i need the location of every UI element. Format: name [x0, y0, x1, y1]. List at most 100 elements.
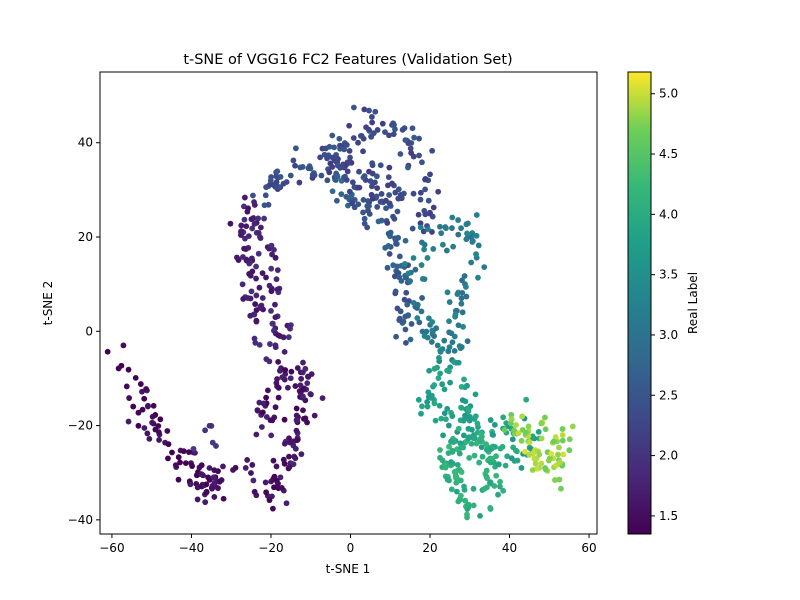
- data-point: [220, 495, 227, 502]
- data-point: [378, 190, 385, 197]
- data-point: [287, 375, 294, 382]
- data-point: [326, 143, 333, 150]
- data-point: [366, 107, 372, 114]
- data-point: [253, 263, 260, 270]
- data-point: [432, 417, 439, 424]
- data-point: [453, 479, 460, 486]
- data-point: [394, 208, 401, 215]
- data-point: [356, 168, 362, 175]
- data-point: [515, 430, 522, 437]
- data-point: [284, 384, 291, 391]
- x-axis-label: t-SNE 1: [326, 562, 371, 576]
- data-point: [457, 440, 464, 447]
- data-point: [249, 462, 256, 468]
- data-point: [379, 120, 386, 127]
- y-axis-ticks: −40 −20 0 20 40: [68, 136, 100, 527]
- data-point: [344, 168, 351, 175]
- data-point: [510, 444, 517, 451]
- data-point: [356, 184, 363, 191]
- data-point: [424, 399, 431, 405]
- data-point: [396, 274, 403, 281]
- data-point: [504, 453, 511, 460]
- data-point: [368, 191, 375, 198]
- data-point: [256, 284, 263, 291]
- data-point: [297, 164, 304, 171]
- data-point: [338, 191, 345, 198]
- data-point: [421, 241, 428, 248]
- data-point: [522, 429, 529, 436]
- data-point: [324, 177, 331, 184]
- data-point: [180, 448, 187, 455]
- data-point: [483, 441, 489, 448]
- data-point: [460, 323, 466, 330]
- data-point: [414, 301, 421, 308]
- data-point: [273, 179, 280, 186]
- data-point: [349, 179, 356, 186]
- data-point: [513, 422, 519, 428]
- data-point: [280, 334, 287, 341]
- data-point: [475, 274, 481, 281]
- data-point: [448, 410, 455, 416]
- data-point: [256, 341, 263, 348]
- data-point: [412, 266, 419, 273]
- data-point: [542, 414, 548, 421]
- data-point: [491, 421, 498, 428]
- data-point: [451, 359, 457, 365]
- data-point: [425, 389, 432, 396]
- data-point: [509, 436, 516, 443]
- data-point: [326, 169, 333, 176]
- data-point: [281, 416, 288, 423]
- data-point: [433, 325, 440, 332]
- x-tick-label: −20: [258, 541, 283, 555]
- colorbar-tick-label: 3.5: [659, 268, 678, 282]
- data-point: [241, 194, 248, 201]
- data-point: [424, 334, 431, 341]
- data-point: [259, 409, 266, 416]
- data-point: [390, 120, 397, 127]
- y-axis-label: t-SNE 2: [41, 281, 55, 326]
- chart-title: t-SNE of VGG16 FC2 Features (Validation …: [183, 52, 512, 68]
- data-point: [336, 135, 343, 142]
- data-point: [445, 348, 452, 355]
- data-point: [495, 461, 502, 468]
- data-point: [144, 430, 151, 437]
- data-point: [238, 228, 245, 235]
- data-point: [311, 412, 318, 419]
- data-point: [397, 308, 404, 315]
- data-point: [402, 326, 409, 333]
- data-point: [125, 366, 132, 373]
- data-point: [538, 435, 545, 442]
- data-point: [385, 230, 392, 237]
- data-point: [508, 411, 515, 418]
- data-point: [559, 437, 566, 444]
- data-point: [347, 154, 353, 161]
- data-point: [206, 465, 213, 471]
- data-point: [481, 264, 488, 271]
- data-point: [463, 284, 469, 290]
- data-point: [141, 395, 148, 402]
- data-point: [293, 405, 300, 412]
- data-point: [369, 160, 376, 167]
- data-point: [566, 436, 573, 443]
- data-point: [360, 148, 366, 155]
- data-point: [307, 391, 314, 397]
- data-point: [267, 177, 274, 184]
- data-point: [274, 376, 280, 382]
- data-point: [250, 477, 257, 484]
- data-point: [535, 429, 542, 435]
- data-point: [272, 183, 279, 190]
- data-point: [150, 402, 157, 409]
- colorbar-tick-label: 2.0: [659, 449, 678, 463]
- data-point: [245, 233, 252, 240]
- data-point: [390, 131, 397, 138]
- data-point: [396, 317, 403, 323]
- data-point: [304, 380, 311, 387]
- data-point: [422, 175, 429, 182]
- data-point: [205, 474, 212, 481]
- y-tick-label: 0: [85, 324, 93, 338]
- data-point: [132, 374, 139, 381]
- data-point: [263, 489, 270, 496]
- data-point: [273, 173, 280, 180]
- data-point: [455, 217, 461, 223]
- data-point: [386, 250, 393, 257]
